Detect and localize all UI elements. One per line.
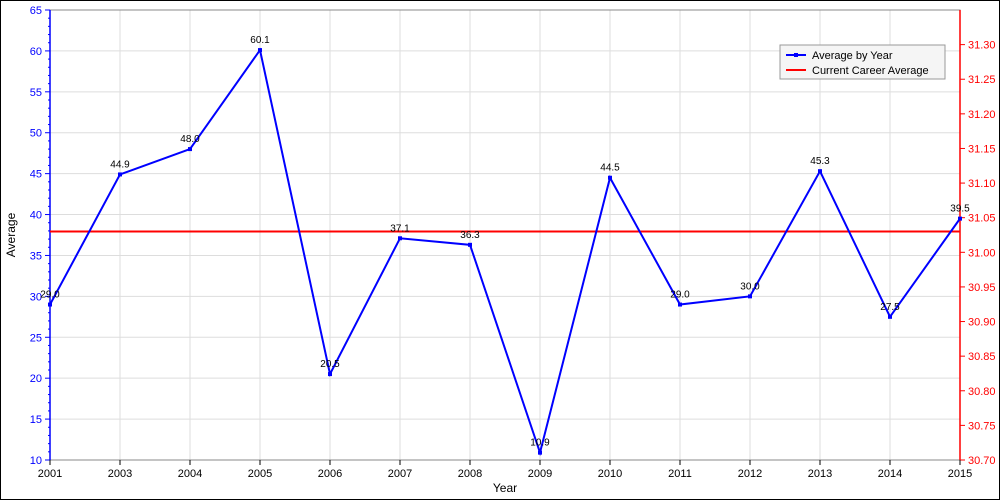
left-tick-label: 40 (30, 210, 42, 222)
legend-swatch-marker (794, 53, 798, 57)
x-tick-label: 2009 (528, 468, 552, 480)
right-tick-label: 30.85 (968, 351, 996, 363)
right-tick-label: 31.25 (968, 74, 996, 86)
data-marker (188, 147, 192, 151)
right-tick-label: 30.90 (968, 317, 996, 329)
left-tick-label: 45 (30, 169, 42, 181)
legend-label-0: Average by Year (812, 50, 893, 62)
right-tick-label: 31.10 (968, 178, 996, 190)
x-tick-label: 2015 (948, 468, 972, 480)
left-tick-label: 20 (30, 373, 42, 385)
x-tick-label: 2007 (388, 468, 412, 480)
left-tick-label: 60 (30, 46, 42, 58)
data-marker (118, 172, 122, 176)
right-tick-label: 31.05 (968, 213, 996, 225)
x-tick-label: 2003 (108, 468, 132, 480)
left-tick-label: 15 (30, 414, 42, 426)
x-tick-label: 2014 (878, 468, 902, 480)
x-tick-label: 2012 (738, 468, 762, 480)
data-marker (748, 294, 752, 298)
data-marker (538, 451, 542, 455)
right-tick-label: 30.80 (968, 386, 996, 398)
value-label: 29.0 (670, 290, 690, 301)
chart-container: 10152025303540455055606530.7030.7530.803… (0, 0, 1000, 500)
average-by-year-line (50, 50, 960, 453)
right-tick-label: 30.95 (968, 282, 996, 294)
value-label: 36.3 (460, 230, 480, 241)
value-label: 45.3 (810, 156, 830, 167)
data-marker (678, 303, 682, 307)
data-marker (818, 169, 822, 173)
data-marker (608, 176, 612, 180)
data-marker (958, 217, 962, 221)
x-tick-label: 2010 (598, 468, 622, 480)
right-tick-label: 31.15 (968, 143, 996, 155)
x-tick-label: 2013 (808, 468, 832, 480)
x-tick-label: 2006 (318, 468, 342, 480)
value-label: 39.5 (950, 204, 970, 215)
value-label: 10.9 (530, 438, 550, 449)
value-label: 44.5 (600, 163, 620, 174)
value-label: 60.1 (250, 35, 270, 46)
value-label: 27.5 (880, 302, 900, 313)
right-tick-label: 31.00 (968, 247, 996, 259)
x-tick-label: 2008 (458, 468, 482, 480)
left-tick-label: 55 (30, 87, 42, 99)
left-tick-label: 50 (30, 128, 42, 140)
x-tick-label: 2001 (38, 468, 62, 480)
right-tick-label: 30.75 (968, 420, 996, 432)
data-marker (48, 303, 52, 307)
right-tick-label: 31.20 (968, 109, 996, 121)
data-marker (258, 48, 262, 52)
x-tick-label: 2004 (178, 468, 202, 480)
x-tick-label: 2011 (668, 468, 692, 480)
value-label: 48.0 (180, 134, 200, 145)
value-label: 29.0 (40, 290, 60, 301)
value-label: 20.5 (320, 359, 340, 370)
data-marker (888, 315, 892, 319)
x-tick-label: 2005 (248, 468, 272, 480)
data-marker (328, 372, 332, 376)
left-tick-label: 25 (30, 332, 42, 344)
left-tick-label: 10 (30, 455, 42, 467)
data-marker (468, 243, 472, 247)
chart-svg: 10152025303540455055606530.7030.7530.803… (0, 0, 1000, 500)
legend-label-1: Current Career Average (812, 65, 929, 77)
right-tick-label: 31.30 (968, 40, 996, 52)
x-axis-label: Year (493, 481, 517, 495)
y-axis-label: Average (4, 212, 18, 257)
data-marker (398, 236, 402, 240)
left-tick-label: 65 (30, 5, 42, 17)
value-label: 37.1 (390, 223, 410, 234)
left-tick-label: 35 (30, 250, 42, 262)
value-label: 44.9 (110, 159, 130, 170)
right-tick-label: 30.70 (968, 455, 996, 467)
value-label: 30.0 (740, 281, 760, 292)
